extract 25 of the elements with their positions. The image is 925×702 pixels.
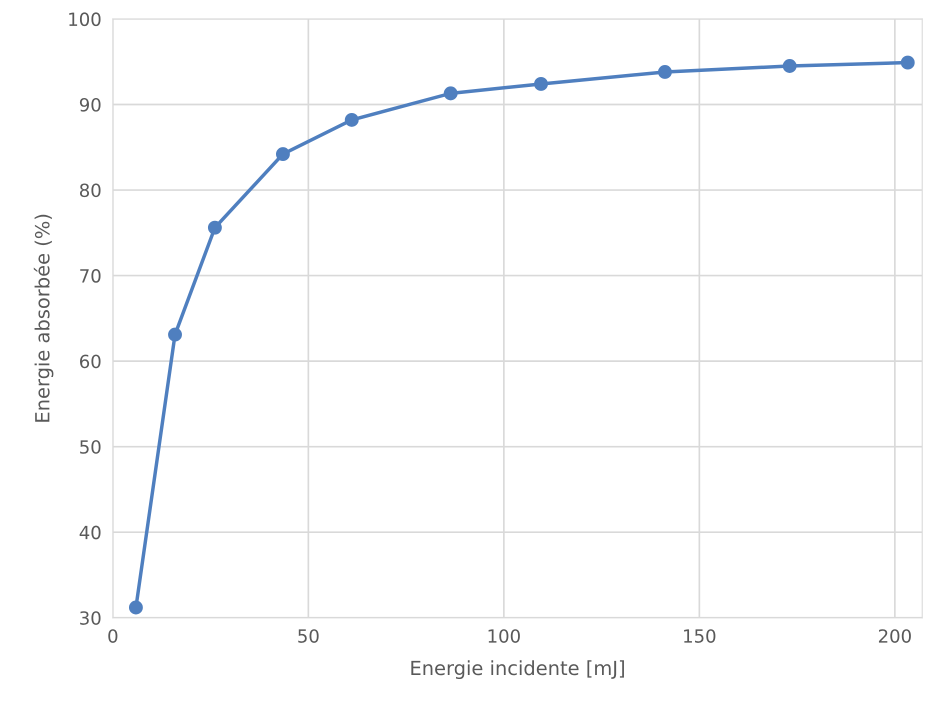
point <box>208 220 222 235</box>
point <box>128 600 143 614</box>
y-tick-label: 40 <box>80 526 101 540</box>
point <box>782 59 797 73</box>
y-tick-label: 70 <box>80 269 101 283</box>
y-tick-label: 30 <box>80 611 101 625</box>
y-tick-label: 100 <box>69 12 101 26</box>
point <box>534 77 548 91</box>
x-tick-label: 100 <box>488 629 520 643</box>
y-tick-label: 90 <box>80 98 101 112</box>
y-tick-label: 80 <box>80 184 101 198</box>
y-tick-label: 60 <box>80 354 101 368</box>
point <box>344 112 359 127</box>
x-tick-label: 50 <box>298 629 319 643</box>
point <box>168 328 182 342</box>
y-axis-title: Energie absorbée (%) <box>34 214 54 422</box>
point <box>900 56 915 70</box>
x-tick-label: 200 <box>878 629 911 643</box>
x-axis-title: Energie incidente [mJ] <box>411 660 624 680</box>
x-tick-label: 0 <box>108 629 118 643</box>
x-tick-label: 150 <box>684 629 716 643</box>
point <box>658 65 672 79</box>
point <box>444 86 458 100</box>
point <box>276 147 290 162</box>
y-tick-label: 50 <box>80 440 101 454</box>
